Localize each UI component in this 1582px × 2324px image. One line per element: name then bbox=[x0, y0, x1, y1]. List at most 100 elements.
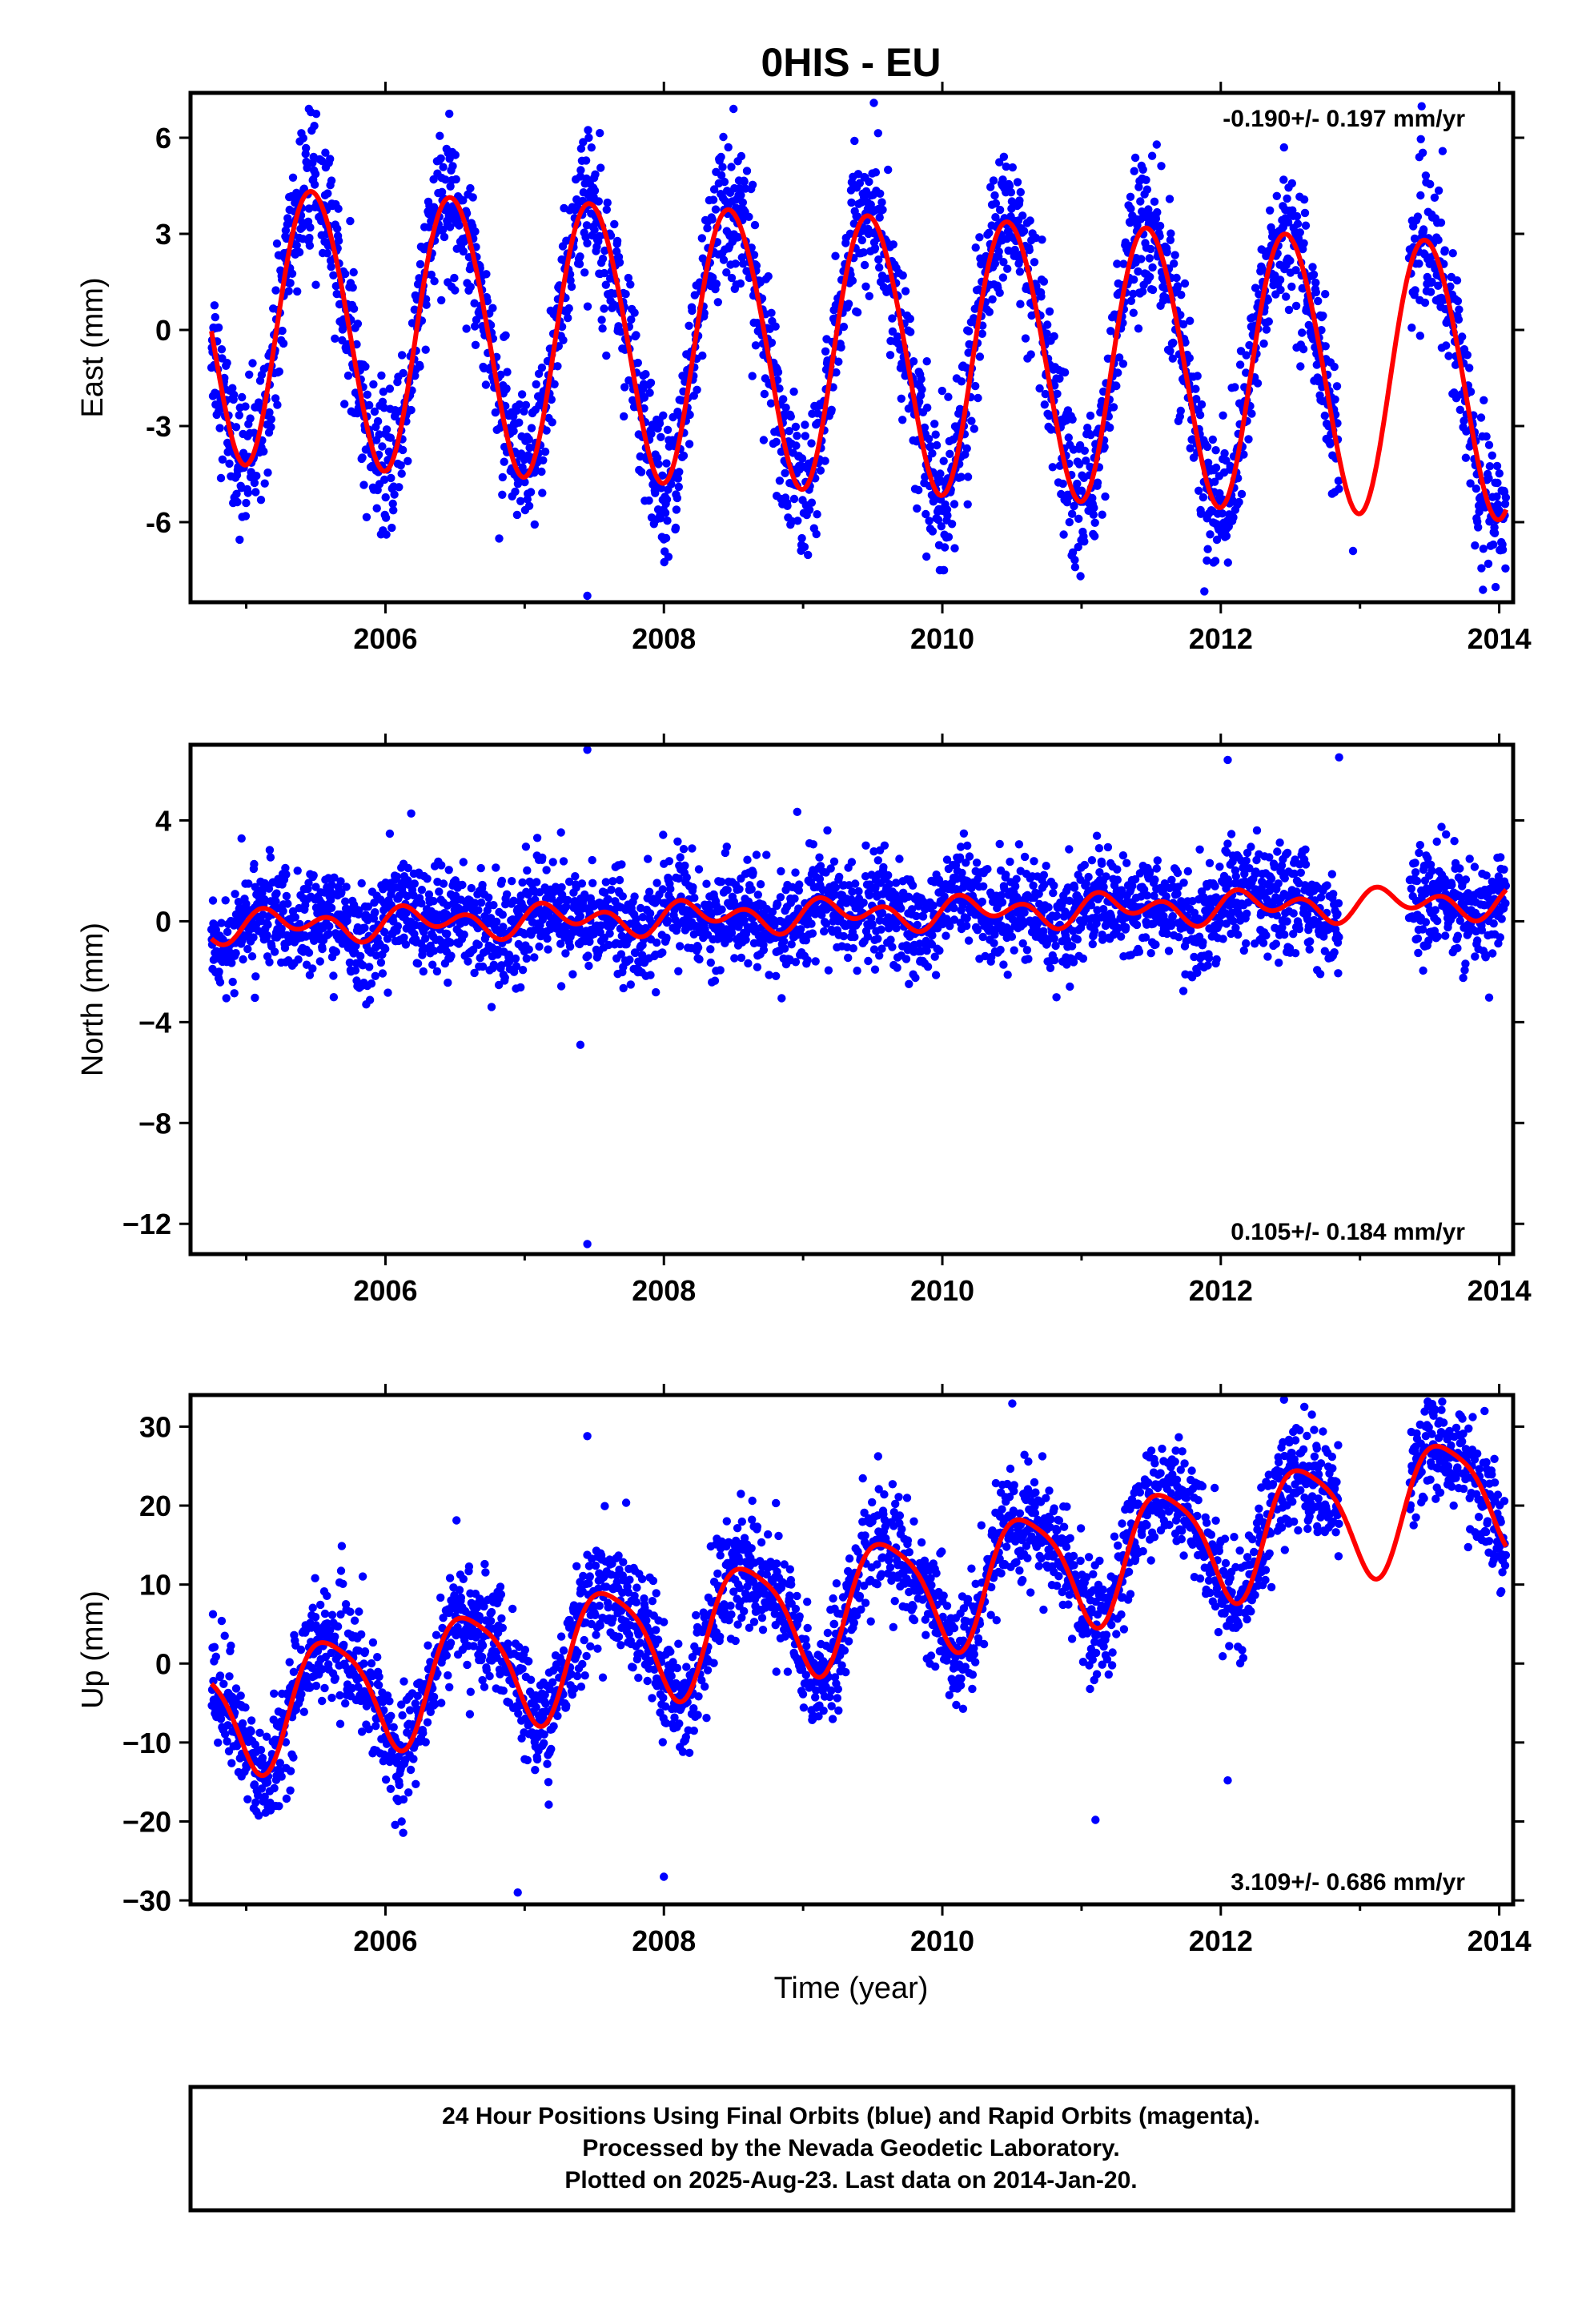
data-point bbox=[711, 205, 721, 214]
data-point bbox=[470, 899, 480, 907]
data-point bbox=[272, 889, 281, 898]
data-point bbox=[970, 314, 978, 323]
data-point bbox=[1051, 941, 1060, 951]
data-point bbox=[922, 552, 931, 561]
data-point bbox=[1454, 315, 1464, 324]
data-point bbox=[1041, 389, 1050, 399]
data-point bbox=[1490, 529, 1500, 537]
data-point bbox=[824, 966, 833, 975]
data-point bbox=[1299, 239, 1308, 247]
data-point bbox=[273, 400, 282, 409]
data-point bbox=[1456, 405, 1465, 414]
data-point bbox=[826, 864, 835, 873]
data-point bbox=[706, 945, 715, 954]
data-point bbox=[1170, 251, 1179, 259]
data-point bbox=[495, 534, 504, 543]
data-point bbox=[217, 919, 226, 927]
data-point bbox=[1411, 286, 1419, 295]
data-point bbox=[566, 276, 575, 285]
data-point bbox=[831, 251, 840, 260]
rate-label: -0.190+/- 0.197 mm/yr bbox=[1223, 106, 1465, 132]
data-point bbox=[749, 921, 758, 930]
data-point bbox=[1308, 263, 1317, 271]
data-point bbox=[1129, 308, 1138, 317]
data-point bbox=[267, 415, 275, 424]
data-point bbox=[370, 407, 379, 416]
data-point bbox=[888, 314, 897, 323]
data-point bbox=[1413, 212, 1423, 221]
data-point bbox=[1086, 901, 1096, 910]
data-point bbox=[1476, 413, 1486, 422]
data-point bbox=[1177, 291, 1186, 300]
data-point bbox=[744, 897, 753, 907]
data-point bbox=[717, 905, 726, 914]
data-point bbox=[305, 233, 314, 243]
data-point bbox=[458, 880, 467, 890]
data-point bbox=[823, 826, 832, 835]
data-point bbox=[999, 960, 1008, 969]
data-point bbox=[914, 485, 923, 495]
data-point bbox=[869, 945, 879, 954]
data-point bbox=[295, 247, 304, 257]
data-point bbox=[532, 878, 541, 887]
data-point bbox=[548, 418, 556, 427]
data-point bbox=[215, 424, 224, 432]
data-point bbox=[484, 893, 493, 903]
data-point bbox=[521, 842, 531, 851]
data-point bbox=[870, 243, 880, 253]
data-point bbox=[1040, 400, 1050, 409]
data-point bbox=[766, 399, 776, 408]
data-point bbox=[652, 453, 662, 462]
data-point bbox=[538, 489, 547, 497]
data-point bbox=[626, 280, 635, 289]
data-point bbox=[1235, 360, 1245, 369]
data-point bbox=[878, 205, 887, 215]
data-point bbox=[342, 883, 351, 891]
data-point bbox=[550, 380, 559, 388]
data-point bbox=[455, 221, 464, 230]
data-point bbox=[888, 327, 897, 336]
data-point bbox=[423, 875, 432, 883]
data-point bbox=[975, 233, 984, 242]
data-point bbox=[365, 995, 375, 1004]
data-point bbox=[356, 951, 365, 961]
data-point bbox=[334, 204, 343, 213]
x-tick-label: 2008 bbox=[632, 622, 696, 655]
data-point bbox=[1500, 500, 1510, 509]
data-point bbox=[1193, 372, 1202, 380]
data-point bbox=[1030, 857, 1038, 866]
data-point bbox=[1090, 518, 1099, 527]
data-point bbox=[357, 879, 366, 888]
data-point bbox=[594, 197, 603, 206]
data-point bbox=[1295, 228, 1305, 237]
data-point bbox=[1089, 510, 1098, 519]
data-point bbox=[752, 850, 761, 859]
data-point bbox=[783, 501, 792, 510]
data-point bbox=[1283, 194, 1291, 203]
data-point bbox=[1019, 919, 1028, 928]
data-point bbox=[263, 468, 272, 477]
data-point bbox=[837, 343, 845, 352]
data-point bbox=[250, 428, 259, 437]
data-point bbox=[451, 151, 460, 159]
outlier-point bbox=[729, 104, 738, 114]
data-point bbox=[845, 229, 855, 238]
data-point bbox=[1112, 381, 1121, 391]
data-point bbox=[737, 151, 746, 161]
data-point bbox=[242, 498, 251, 508]
data-point bbox=[1086, 411, 1095, 420]
data-point bbox=[637, 951, 647, 959]
data-point bbox=[526, 488, 536, 497]
data-point bbox=[243, 944, 252, 954]
data-point bbox=[1170, 259, 1178, 268]
data-point bbox=[1151, 214, 1161, 223]
data-point bbox=[912, 911, 921, 921]
data-point bbox=[471, 227, 480, 236]
data-point bbox=[652, 938, 661, 947]
data-point bbox=[1466, 388, 1476, 396]
data-point bbox=[807, 919, 816, 928]
data-point bbox=[713, 298, 722, 307]
data-point bbox=[880, 841, 889, 850]
data-point bbox=[1417, 102, 1426, 111]
data-point bbox=[251, 993, 259, 1003]
